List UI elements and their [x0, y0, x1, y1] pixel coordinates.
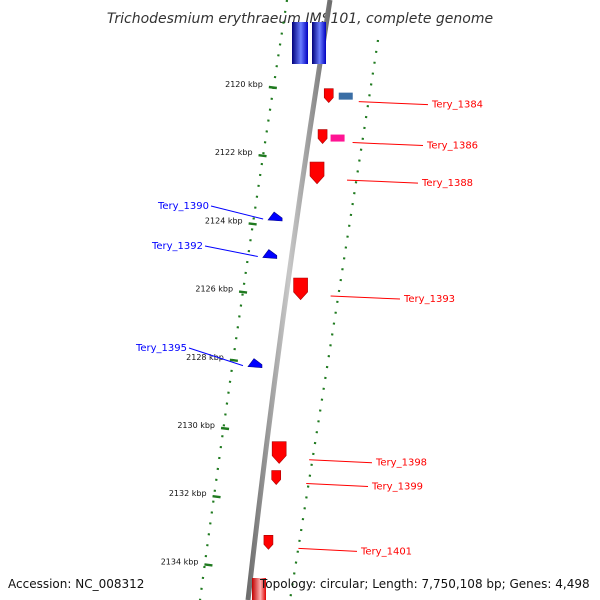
gene-label-Tery_1388[interactable]: Tery_1388 — [421, 178, 473, 189]
gene-arrow-Tery_1401[interactable] — [263, 535, 274, 550]
reverse-gene-band-2 — [312, 22, 326, 64]
feature-box-1386[interactable] — [330, 134, 345, 142]
gene-leader-Tery_1399 — [306, 483, 369, 488]
gene-leader-Tery_1398 — [309, 459, 373, 464]
scale-tick-label-2132: 2132 kbp — [169, 489, 207, 498]
gene-arrow-Tery_1393[interactable] — [293, 277, 308, 301]
reverse-gene-band — [292, 22, 308, 64]
gene-leader-Tery_1388 — [347, 179, 419, 184]
gene-leader-Tery_1401 — [298, 547, 358, 552]
gene-label-Tery_1392[interactable]: Tery_1392 — [151, 241, 203, 252]
gene-leader-Tery_1384 — [358, 101, 429, 106]
gene-label-Tery_1399[interactable]: Tery_1399 — [371, 482, 423, 493]
scale-tick-label-2134: 2134 kbp — [161, 557, 199, 566]
gene-label-Tery_1401[interactable]: Tery_1401 — [360, 546, 412, 557]
gene-arrow-Tery_1388[interactable] — [309, 161, 325, 185]
scale-tick-2128 — [229, 358, 239, 362]
gene-leader-Tery_1386 — [352, 142, 424, 147]
gene-label-Tery_1384[interactable]: Tery_1384 — [431, 100, 483, 111]
scale-tick-label-2128: 2128 kbp — [186, 353, 224, 362]
feature-box-1384[interactable] — [338, 92, 353, 100]
scale-tick-2134 — [204, 563, 213, 567]
scale-tick-label-2120: 2120 kbp — [225, 80, 263, 89]
gene-arrow-Tery_1398[interactable] — [271, 441, 287, 464]
scale-tick-label-2122: 2122 kbp — [215, 148, 253, 157]
scale-tick-2126 — [238, 290, 248, 294]
outer-tick-track — [288, 39, 380, 600]
gene-label-Tery_1395[interactable]: Tery_1395 — [135, 343, 187, 354]
genome-summary-text: Topology: circular; Length: 7,750,108 bp… — [260, 577, 590, 591]
genome-backbone — [245, 0, 333, 600]
gene-arrow-Tery_1386[interactable] — [317, 129, 328, 144]
scale-tick-2130 — [220, 426, 230, 431]
gene-label-Tery_1398[interactable]: Tery_1398 — [375, 458, 427, 469]
gene-arrow-Tery_1399[interactable] — [271, 470, 282, 485]
gene-leader-Tery_1393 — [330, 295, 401, 300]
gene-arrow-Tery_1395[interactable] — [247, 358, 263, 368]
gene-leader-Tery_1392 — [204, 245, 258, 257]
scale-tick-2120 — [268, 85, 277, 90]
scale-tick-label-2126: 2126 kbp — [195, 285, 233, 294]
gene-leader-Tery_1390 — [210, 205, 264, 220]
accession-text: Accession: NC_008312 — [8, 577, 145, 591]
gene-band-top — [292, 22, 326, 64]
forward-gene-band-bottom — [252, 578, 266, 600]
gene-arrow-Tery_1392[interactable] — [262, 249, 278, 259]
gene-arrow-Tery_1384[interactable] — [323, 88, 334, 104]
genes: Tery_1384 Tery_1386 Tery_1388 Tery_1390 Tery… — [135, 88, 483, 557]
scale-tick-2122 — [258, 154, 267, 158]
scale-tick-2124 — [248, 222, 257, 226]
inner-tick-track — [198, 0, 289, 600]
scale-tick-label-2130: 2130 kbp — [177, 421, 215, 430]
gene-label-Tery_1386[interactable]: Tery_1386 — [426, 141, 478, 152]
scale-tick-2132 — [212, 495, 221, 499]
scale-ticks: 2120 kbp 2122 kbp 2124 kbp 2126 kbp 2128 kbp… — [161, 80, 277, 567]
gene-label-Tery_1393[interactable]: Tery_1393 — [403, 294, 455, 305]
map-title: Trichodesmium erythraeum IMS101, complet… — [107, 11, 493, 27]
scale-tick-label-2124: 2124 kbp — [205, 216, 243, 225]
gene-label-Tery_1390[interactable]: Tery_1390 — [157, 201, 209, 212]
gene-leader-Tery_1395 — [188, 347, 244, 367]
gene-arrow-Tery_1390[interactable] — [267, 211, 283, 222]
